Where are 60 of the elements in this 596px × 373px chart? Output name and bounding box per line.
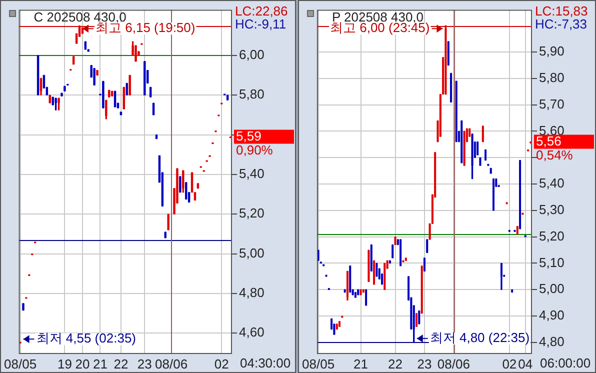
text: 0,54%: [536, 147, 574, 162]
x-tick-label: 22: [114, 356, 128, 372]
x-tick-label: 08/05: [302, 356, 335, 372]
y-tick-label: 5,00: [239, 245, 264, 260]
y-tick-label: 4,80: [539, 334, 564, 350]
candlestick: [444, 25, 447, 95]
candlestick: [416, 313, 418, 327]
y-tick-label: 4,90: [539, 308, 564, 323]
text: 06:00:00: [540, 356, 591, 371]
x-tick-label: 23: [137, 356, 152, 372]
candlestick: [368, 250, 370, 282]
y-tick-label: 5,40: [539, 176, 564, 191]
x-tick-label: 21: [93, 356, 108, 372]
text: LC:15,83: [535, 4, 588, 19]
x-tick-label: 22: [388, 356, 403, 372]
y-tick-label: 5,80: [239, 86, 264, 102]
candlestick: [64, 86, 66, 92]
y-tick-label: 4,80: [239, 285, 264, 300]
candlestick: [463, 130, 466, 166]
x-tick-label: 02: [214, 356, 229, 372]
candlestick: [479, 157, 482, 166]
y-tick-label: 5,90: [539, 44, 564, 59]
y-tick-label: 5,70: [539, 96, 564, 112]
x-tick-label: 23: [417, 356, 432, 372]
y-tick-label: 4,60: [239, 324, 264, 340]
x-tick-label: 02: [502, 356, 517, 372]
text: 0,90%: [236, 142, 274, 158]
x-tick-label: 04: [518, 356, 533, 372]
candlestick: [376, 262, 378, 277]
x-tick-label: 19: [57, 356, 72, 372]
x-tick-label: 08/06: [437, 356, 470, 372]
candlestick: [428, 223, 431, 240]
x-tick-label: 21: [354, 356, 368, 372]
candlestick: [58, 98, 60, 110]
candlestick: [346, 270, 348, 301]
y-tick-label: 5,20: [539, 228, 564, 244]
x-tick-label: 08/05: [4, 356, 37, 372]
y-tick-label: 6,00: [239, 47, 264, 62]
y-tick-label: 5,20: [239, 206, 264, 221]
candlestick: [22, 303, 24, 311]
candlestick: [96, 70, 98, 76]
y-tick-label: 5,00: [539, 281, 564, 296]
text: 04:30:00: [240, 356, 291, 371]
x-tick-label: 20: [75, 356, 90, 372]
candlestick: [471, 134, 474, 180]
text: HC:-7,33: [535, 16, 588, 32]
candlestick: [360, 289, 362, 296]
annotation: 최저 4,55 (02:35): [36, 330, 136, 346]
y-tick-label: 5,30: [539, 202, 564, 218]
candlestick: [134, 45, 137, 62]
y-tick-label: 5,80: [539, 70, 564, 86]
y-tick-label: 5,40: [239, 166, 264, 182]
candlestick: [60, 92, 63, 96]
text: 5,59: [236, 128, 262, 144]
y-tick-label: 5,10: [539, 254, 564, 270]
x-tick-label: 08/06: [155, 356, 188, 372]
annotation: 최저 4,80 (22:35): [430, 330, 530, 346]
text: HC:-9,11: [235, 16, 286, 32]
candlestick: [394, 236, 396, 246]
text: LC:22,86: [235, 4, 288, 19]
